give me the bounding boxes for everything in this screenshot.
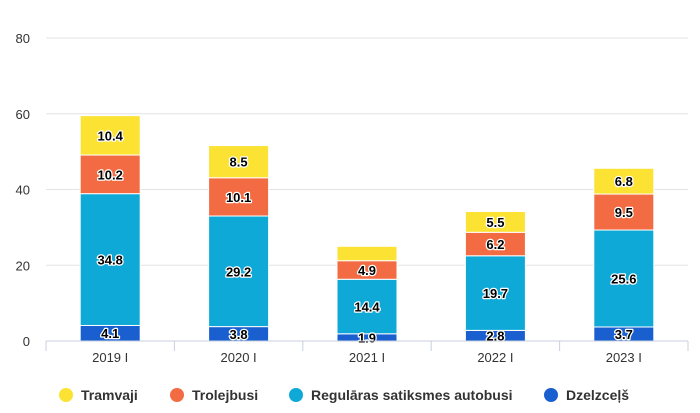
data-labels: 4.1 34.8 10.2 10.4 3.8 29.2 10.1 8.5 1.9 14.4 4.9 2… <box>96 127 637 347</box>
bar-segment <box>79 154 141 195</box>
legend: Tramvaji Trolejbusi Regulāras satiksmes au… <box>59 387 629 403</box>
data-label: 6.8 <box>615 174 633 189</box>
legend-label: Dzelzceļš <box>566 387 629 403</box>
data-label: 29.2 <box>226 264 251 279</box>
x-tick-label: 2020 I <box>221 350 257 365</box>
data-label: 34.8 <box>98 253 123 268</box>
bar-segment <box>208 145 270 179</box>
data-label: 10.1 <box>226 190 251 205</box>
legend-label: Regulāras satiksmes autobusi <box>311 387 513 403</box>
x-axis-ticks: 2019 I 2020 I 2021 I 2022 I 2023 I <box>92 350 642 365</box>
data-label: 19.7 <box>483 286 508 301</box>
x-axis <box>45 340 689 351</box>
x-tick-label: 2021 I <box>349 350 385 365</box>
data-label: 4.1 <box>101 326 119 341</box>
data-label: 25.6 <box>611 272 636 287</box>
data-label: 10.2 <box>98 167 123 182</box>
gridlines <box>46 37 688 266</box>
y-tick-label: 20 <box>16 258 30 273</box>
x-tick-label: 2019 I <box>92 350 128 365</box>
x-tick-label: 2023 I <box>606 350 642 365</box>
legend-marker <box>59 388 73 402</box>
bar-segment <box>208 177 270 217</box>
bar-segment <box>593 229 655 328</box>
legend-label: Tramvaji <box>81 387 138 403</box>
legend-marker <box>170 388 184 402</box>
y-tick-label: 40 <box>16 183 30 198</box>
y-tick-label: 0 <box>23 334 30 349</box>
data-label: 14.4 <box>354 300 380 315</box>
bar-segment <box>336 245 398 262</box>
y-axis-ticks: 0 20 40 60 80 <box>16 31 30 349</box>
bar-segment <box>208 215 270 328</box>
bar-segment <box>79 115 141 156</box>
data-label: 3.8 <box>230 327 248 342</box>
legend-marker <box>544 388 558 402</box>
legend-marker <box>289 388 303 402</box>
data-label: 1.9 <box>358 330 376 345</box>
y-tick-label: 60 <box>16 107 30 122</box>
legend-label: Trolejbusi <box>192 387 258 403</box>
bar-segment <box>593 167 655 195</box>
bars <box>79 115 655 342</box>
data-label: 6.2 <box>486 237 504 252</box>
bar-segment <box>464 210 526 233</box>
data-label: 4.9 <box>358 263 376 278</box>
x-tick-label: 2022 I <box>477 350 513 365</box>
data-label: 3.7 <box>615 327 633 342</box>
data-label: 8.5 <box>230 155 248 170</box>
data-label: 10.4 <box>98 128 124 143</box>
data-label: 5.5 <box>486 215 504 230</box>
y-tick-label: 80 <box>16 31 30 46</box>
data-label: 9.5 <box>615 205 633 220</box>
bar-segment <box>336 278 398 335</box>
bar-segment <box>464 255 526 331</box>
bar-segment <box>79 193 141 326</box>
